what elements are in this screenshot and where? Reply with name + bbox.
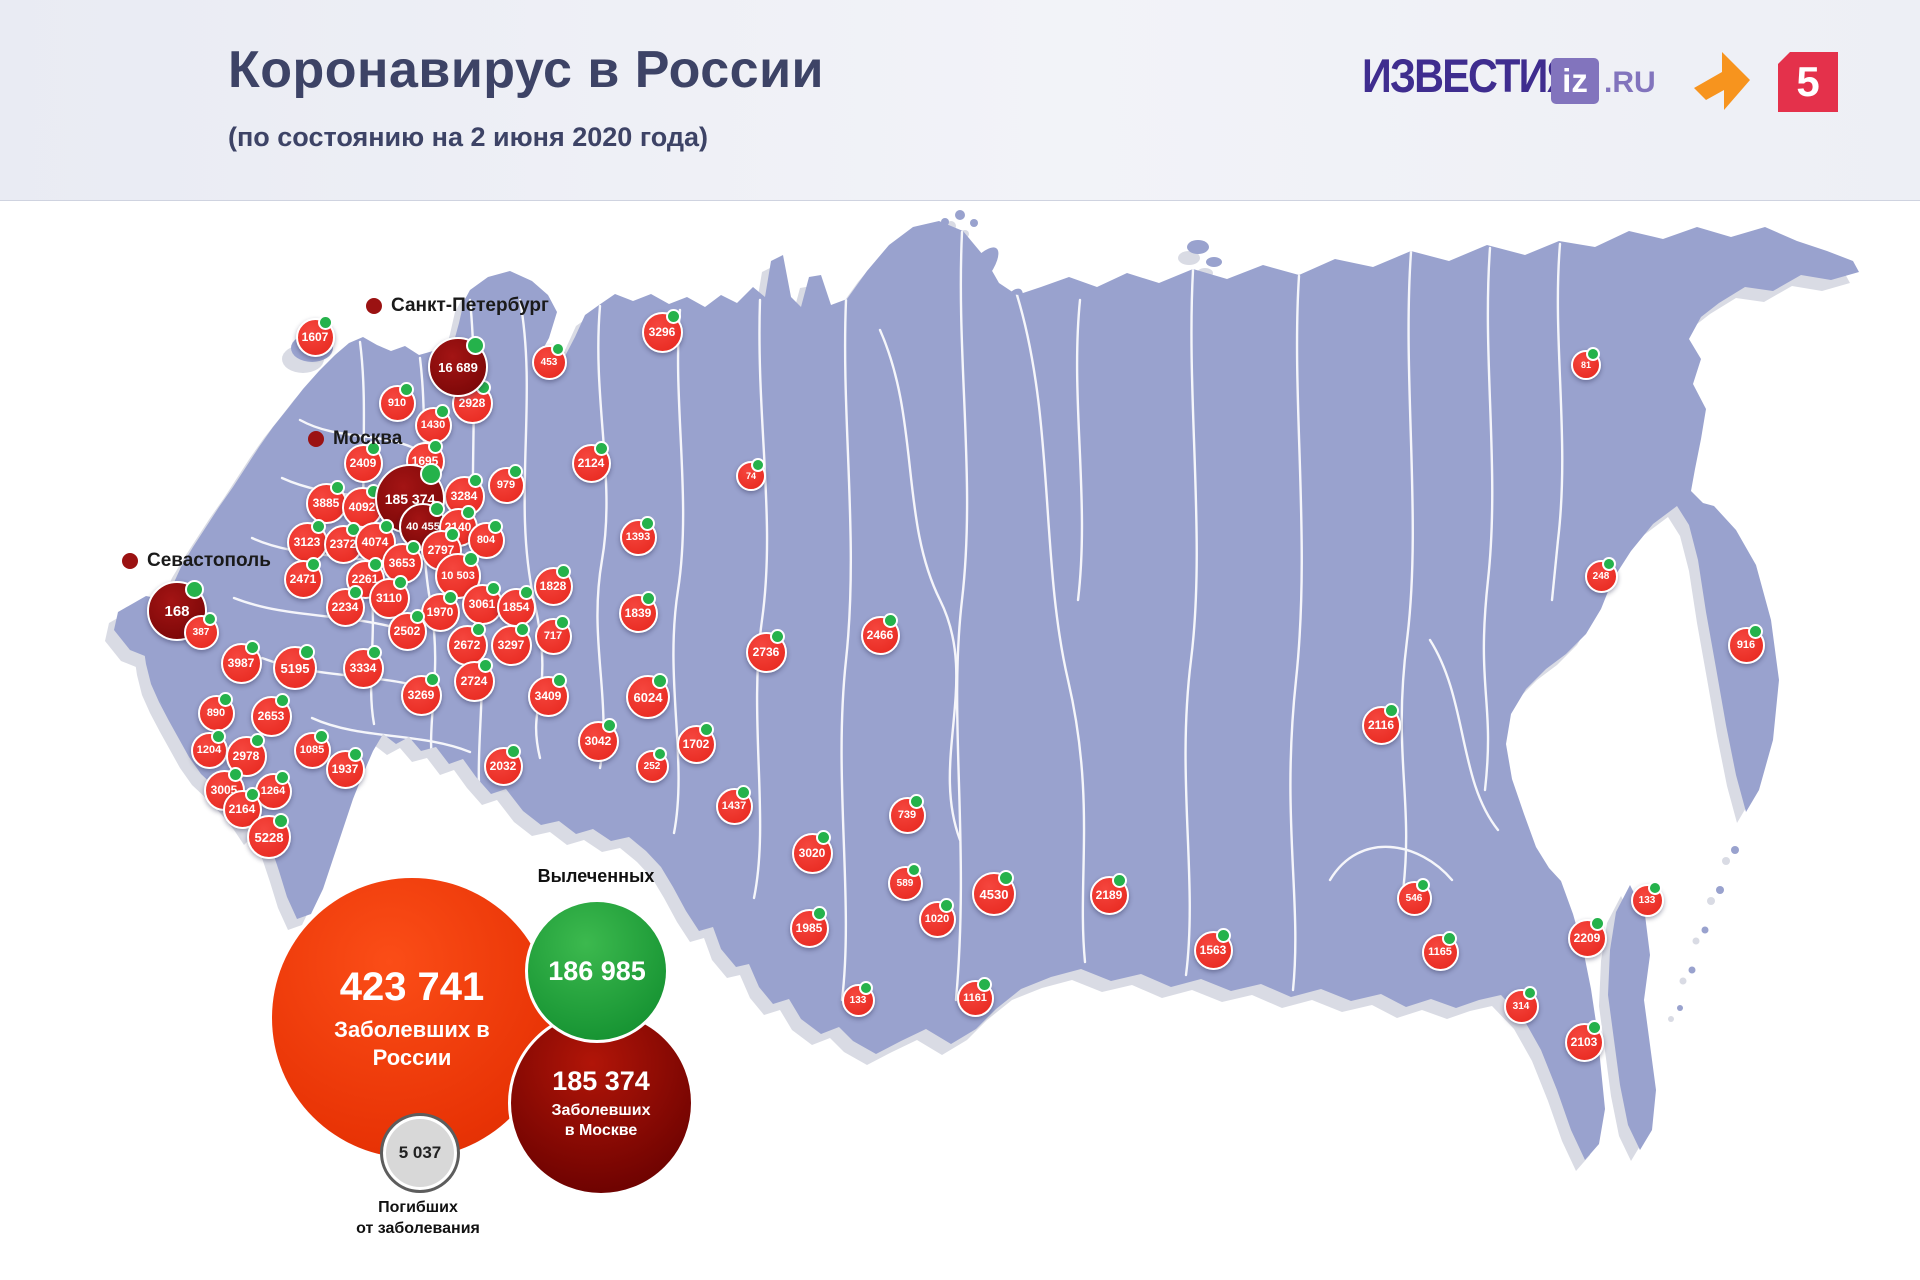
city-name: Москва: [333, 428, 403, 449]
infected-russia-value: 423 741: [339, 965, 485, 1009]
recovered-value: 186 985: [548, 955, 646, 986]
deaths-bubble: 5 037: [380, 1113, 460, 1193]
deaths-value: 5 037: [398, 1143, 442, 1162]
page-subtitle: (по состоянию на 2 июня 2020 года): [228, 122, 708, 152]
channel-five-logo-icon: 5: [1778, 52, 1838, 112]
deaths-caption: Погибших от заболевания: [356, 1199, 480, 1237]
recovered-label: Вылеченных: [537, 866, 655, 886]
city-name: Санкт-Петербург: [391, 295, 549, 316]
city-label-Севастополь: Севастополь: [122, 550, 271, 572]
infected-russia-caption: Заболевших в России: [334, 1017, 490, 1070]
city-name: Севастополь: [147, 550, 271, 571]
page-title: Коронавирус в России: [228, 41, 825, 99]
izvestia-logo: ИЗВЕСТИЯ: [1362, 49, 1576, 102]
ren-tv-logo-icon: [1694, 52, 1750, 110]
header-band: Коронавирус в России (по состоянию на 2 …: [0, 0, 1920, 201]
infected-moscow-caption: Заболевших в Москве: [551, 1102, 651, 1139]
city-dot-icon: [366, 298, 382, 314]
iz-ru-label: .RU: [1604, 66, 1656, 99]
city-dot-icon: [308, 431, 324, 447]
iz-logo-icon: iz: [1551, 58, 1599, 104]
infected-russia-bubble: 423 741 Заболевших в России: [272, 878, 552, 1158]
infected-moscow-value: 185 374: [552, 1066, 650, 1097]
region-borders: [232, 230, 1564, 1002]
city-dot-icon: [122, 553, 138, 569]
city-label-Санкт-Петербург: Санкт-Петербург: [366, 295, 549, 317]
city-label-Москва: Москва: [308, 428, 402, 450]
recovered-bubble: 186 985: [525, 899, 669, 1043]
